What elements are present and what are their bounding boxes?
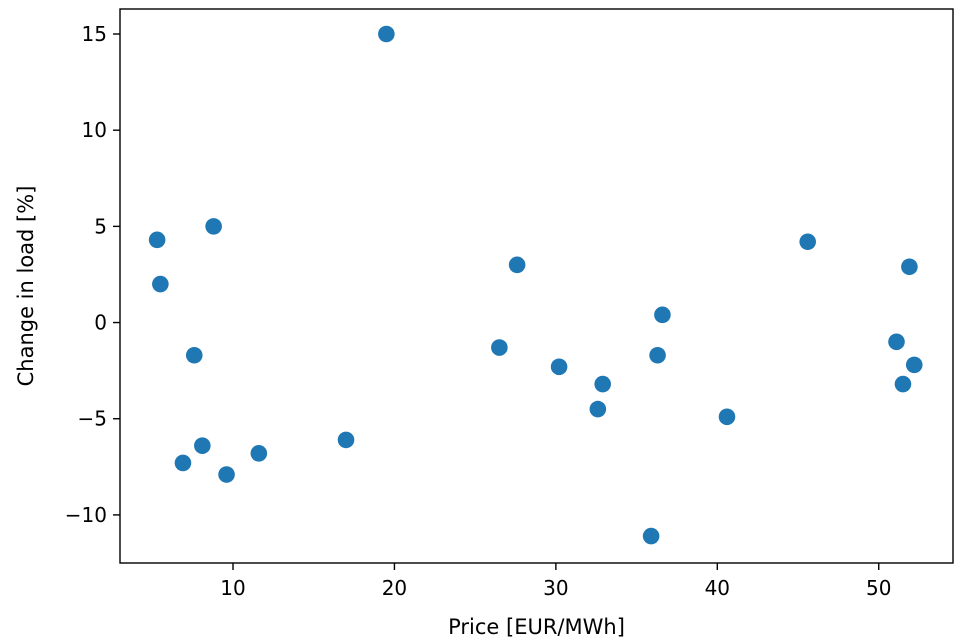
data-point xyxy=(901,258,918,276)
data-point xyxy=(174,454,192,472)
data-point xyxy=(378,25,395,43)
data-point xyxy=(905,356,923,374)
data-point xyxy=(250,445,268,462)
x-axis: 10 20 30 40 50 xyxy=(220,563,891,600)
y-axis: −10 −5 0 5 10 15 xyxy=(65,22,120,527)
data-point xyxy=(185,346,203,364)
plot-frame xyxy=(119,8,954,564)
data-point xyxy=(218,466,235,483)
y-tick-label: −10 xyxy=(65,503,107,527)
data-point xyxy=(649,346,666,364)
data-point xyxy=(799,233,817,251)
data-point xyxy=(194,437,211,454)
data-point xyxy=(337,431,355,449)
y-tick-label: 5 xyxy=(94,214,107,238)
data-point xyxy=(718,408,736,426)
x-axis-label: Price [EUR/MWh] xyxy=(448,615,625,639)
data-point xyxy=(594,375,611,393)
data-point xyxy=(152,275,169,293)
data-points xyxy=(148,25,923,545)
x-tick-label: 40 xyxy=(705,576,730,600)
y-tick-label: 15 xyxy=(82,22,107,46)
y-axis-label: Change in load [%] xyxy=(14,186,38,387)
x-tick-label: 10 xyxy=(220,576,245,600)
data-point xyxy=(550,358,568,376)
y-tick-label: −5 xyxy=(78,407,107,431)
data-point xyxy=(894,375,912,393)
x-tick-label: 50 xyxy=(866,576,891,600)
x-tick-label: 30 xyxy=(543,576,568,600)
data-point xyxy=(205,218,222,235)
y-tick-label: 10 xyxy=(82,118,107,142)
data-point xyxy=(148,231,166,249)
data-point xyxy=(642,527,660,545)
data-point xyxy=(888,333,905,351)
data-point xyxy=(589,400,607,418)
data-point xyxy=(491,339,508,356)
y-tick-label: 0 xyxy=(94,311,107,335)
x-tick-label: 20 xyxy=(382,576,407,600)
data-point xyxy=(654,306,671,324)
data-point xyxy=(508,256,526,274)
